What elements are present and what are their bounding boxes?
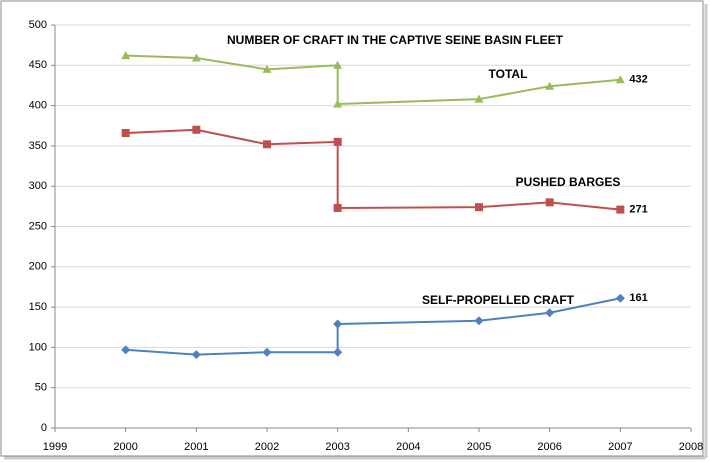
marker <box>474 94 484 103</box>
y-tick-label: 0 <box>41 422 47 434</box>
series-line <box>125 128 621 211</box>
marker <box>474 316 484 326</box>
marker <box>262 64 272 73</box>
marker <box>545 308 555 318</box>
marker <box>333 319 343 329</box>
marker <box>121 51 131 60</box>
chart-title: NUMBER OF CRAFT IN THE CAPTIVE SEINE BAS… <box>227 33 564 47</box>
x-tick-label: 2002 <box>255 441 279 453</box>
marker <box>333 137 342 146</box>
y-tick-label: 100 <box>29 341 47 353</box>
marker <box>191 53 201 62</box>
marker <box>263 140 271 149</box>
x-tick-label: 2008 <box>679 441 703 453</box>
data-label: 271 <box>629 203 647 215</box>
y-tick-label: 300 <box>29 180 47 192</box>
x-tick-label: 2004 <box>396 441 420 453</box>
marker <box>333 203 342 212</box>
marker <box>333 99 343 108</box>
marker <box>475 203 483 212</box>
marker <box>545 198 554 207</box>
y-tick-label: 250 <box>29 220 47 232</box>
marker <box>192 125 201 134</box>
y-tick-label: 350 <box>29 140 47 152</box>
series-label: TOTAL <box>489 67 528 81</box>
marker <box>615 75 625 84</box>
y-tick-label: 50 <box>35 382 47 394</box>
marker <box>545 81 555 90</box>
marker <box>616 205 625 214</box>
y-tick-label: 500 <box>29 19 47 31</box>
series-line <box>125 297 621 356</box>
marker <box>333 60 343 69</box>
x-tick-label: 2000 <box>113 441 137 453</box>
y-tick-label: 200 <box>29 261 47 273</box>
x-tick-label: 2005 <box>467 441 491 453</box>
data-label: 432 <box>629 74 647 86</box>
series-label: PUSHED BARGES <box>516 175 621 189</box>
y-tick-label: 150 <box>29 301 47 313</box>
marker <box>333 347 343 357</box>
chart-frame <box>0 0 704 457</box>
series-label: SELF-PROPELLED CRAFT <box>422 293 575 307</box>
x-tick-label: 2003 <box>325 441 349 453</box>
marker <box>121 129 130 138</box>
marker <box>615 293 625 303</box>
x-tick-label: 1999 <box>43 441 67 453</box>
marker <box>121 345 131 355</box>
y-tick-label: 400 <box>29 100 47 112</box>
marker <box>191 350 201 360</box>
x-tick-label: 2001 <box>184 441 208 453</box>
data-label: 161 <box>629 292 647 304</box>
series-line <box>125 54 621 106</box>
x-tick-label: 2007 <box>608 441 632 453</box>
x-tick-label: 2006 <box>537 441 561 453</box>
marker <box>262 347 272 357</box>
y-tick-label: 450 <box>29 59 47 71</box>
